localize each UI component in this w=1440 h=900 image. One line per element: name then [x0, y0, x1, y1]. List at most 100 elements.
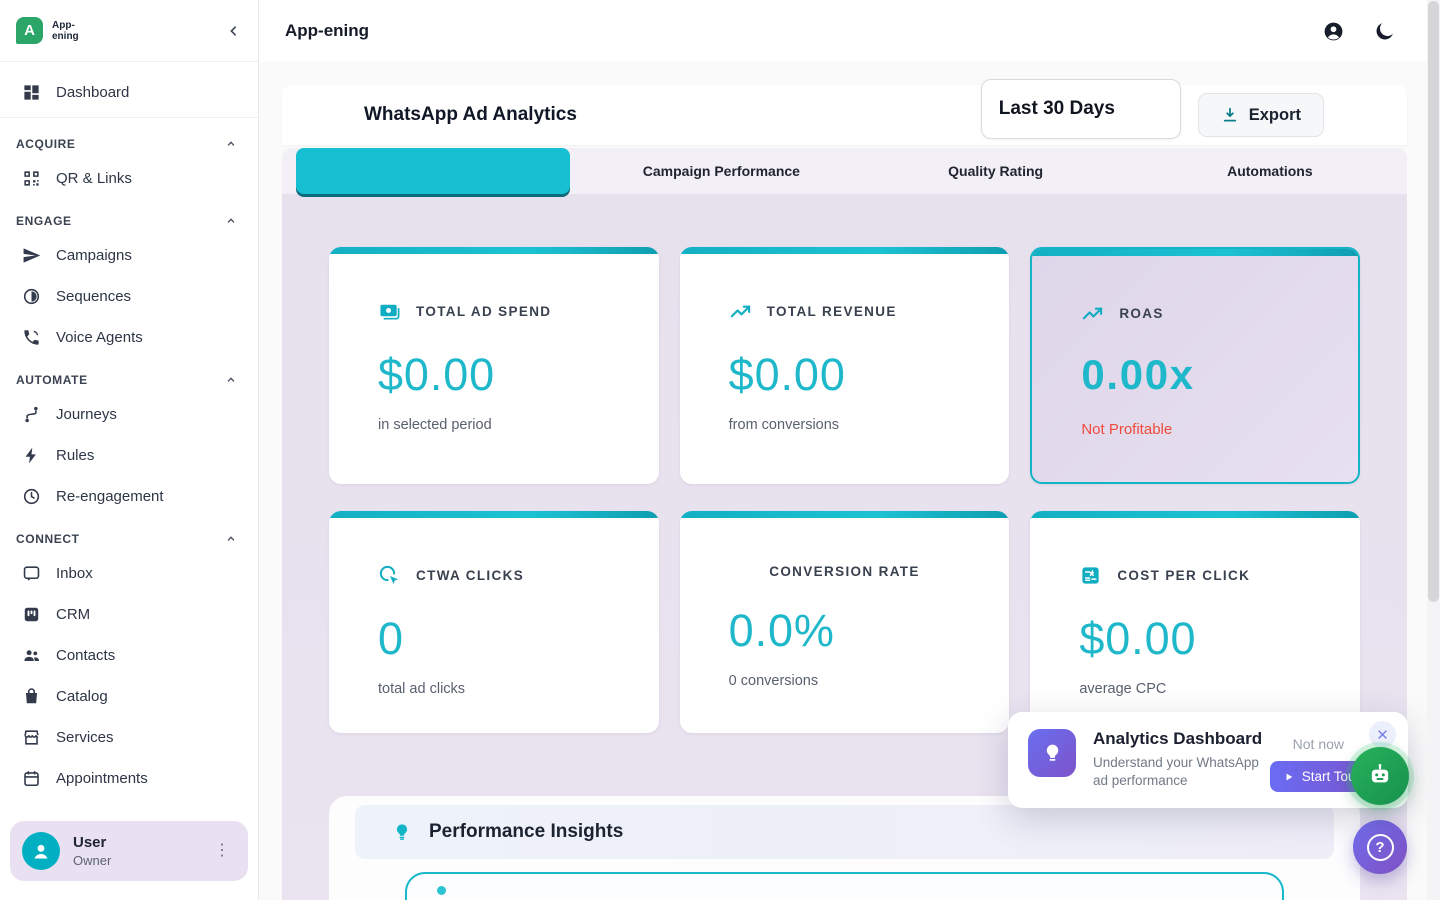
card-total-ad-spend: TOTAL AD SPEND $0.00 in selected period [329, 247, 659, 484]
sidebar-item-inbox[interactable]: Inbox [0, 553, 258, 594]
people-icon [24, 650, 39, 662]
calendar-icon [24, 771, 39, 787]
date-range-value: Last 30 Days [998, 98, 1115, 119]
sidebar-item-label: QR & Links [56, 170, 132, 187]
content: WhatsApp Ad Analytics Last 30 Days Expor… [259, 62, 1440, 900]
chevron-up-icon [227, 141, 235, 146]
sidebar-item-dashboard[interactable]: Dashboard [0, 68, 258, 118]
card-label: CTWA CLICKS [416, 568, 525, 583]
sidebar-item-journeys[interactable]: Journeys [0, 394, 258, 435]
sidebar-item-sequences[interactable]: Sequences [0, 276, 258, 317]
route-icon [25, 406, 38, 423]
page-scrollbar-track [1427, 0, 1440, 900]
help-fab-button[interactable]: ? [1353, 820, 1407, 874]
sidebar-item-qr-links[interactable]: QR & Links [0, 158, 258, 199]
card-value: 0.00x [1081, 351, 1195, 398]
bolt-icon [25, 447, 36, 464]
topbar: App-ening [259, 0, 1440, 62]
card-ctwa-clicks: CTWA CLICKS 0 total ad clicks [329, 511, 659, 733]
user-card[interactable]: User Owner ⋮ [10, 821, 248, 881]
app-logo: A App-ening [16, 17, 88, 44]
sidebar-item-appointments[interactable]: Appointments [0, 758, 258, 799]
sidebar-header: A App-ening [0, 0, 258, 62]
sidebar-item-label: Rules [56, 447, 95, 464]
card-value: 0.0% [728, 605, 835, 656]
card-label: COST PER CLICK [1117, 568, 1251, 583]
trending-up-icon [1083, 307, 1103, 320]
card-roas: ROAS 0.00x Not Profitable [1030, 247, 1360, 484]
popup-not-now-button[interactable]: Not now [1292, 736, 1344, 752]
card-subtitle: average CPC [1079, 681, 1167, 697]
sidebar-section-automate[interactable]: AUTOMATE [0, 358, 258, 394]
sidebar-item-label: Inbox [56, 565, 93, 582]
tab-campaign-performance[interactable]: Campaign Performance [642, 163, 800, 179]
user-menu-kebab-icon[interactable]: ⋮ [214, 842, 230, 859]
calculator-icon [1082, 567, 1099, 584]
sidebar-item-catalog[interactable]: Catalog [0, 676, 258, 717]
sidebar: A App-ening Dashboard ACQUIRE QR & Links [0, 0, 259, 900]
sidebar-item-campaigns[interactable]: Campaigns [0, 235, 258, 276]
active-tab-pill [296, 148, 571, 194]
card-label: TOTAL REVENUE [766, 304, 897, 319]
sidebar-item-voice-agents[interactable]: Voice Agents [0, 317, 258, 358]
sidebar-item-services[interactable]: Services [0, 717, 258, 758]
sidebar-item-re-engagement[interactable]: Re-engagement [0, 476, 258, 517]
user-role: Owner [73, 853, 112, 868]
section-title: CONNECT [16, 532, 80, 546]
chat-icon [23, 566, 40, 581]
sidebar-item-label: Appointments [56, 770, 148, 787]
sidebar-section-acquire[interactable]: ACQUIRE [0, 122, 258, 158]
phone-call-icon [24, 330, 39, 345]
dark-mode-moon-icon[interactable] [1373, 20, 1396, 43]
sidebar-section-connect[interactable]: CONNECT [0, 517, 258, 553]
card-subtitle: from conversions [728, 417, 840, 433]
kanban-icon [24, 607, 39, 622]
card-label: ROAS [1119, 306, 1164, 321]
card-subtitle: total ad clicks [378, 681, 466, 697]
stat-cards-grid: TOTAL AD SPEND $0.00 in selected period … [329, 247, 1360, 733]
sidebar-section-engage[interactable]: ENGAGE [0, 199, 258, 235]
analytics-controls: Last 30 Days Export [980, 79, 1324, 145]
popup-lightbulb-badge [1028, 729, 1076, 777]
app-logo-icon: A [16, 17, 43, 44]
sidebar-item-label: Catalog [56, 688, 108, 705]
card-conversion-rate: CONVERSION RATE 0.0% 0 conversions [679, 511, 1010, 733]
chevron-left-icon [230, 25, 237, 36]
sidebar-collapse-button[interactable] [226, 23, 242, 39]
card-value: $0.00 [1079, 613, 1197, 664]
sidebar-item-label: Voice Agents [56, 329, 143, 346]
tab-overview-active[interactable] [282, 148, 584, 194]
export-label: Export [1248, 105, 1301, 124]
send-icon [23, 248, 41, 263]
page-scrollbar-thumb[interactable] [1428, 1, 1439, 602]
sidebar-item-label: Journeys [56, 406, 117, 423]
sidebar-item-label: Re-engagement [56, 488, 164, 505]
user-avatar [22, 832, 60, 870]
chevron-up-icon [227, 377, 235, 382]
performance-insights-panel: Performance Insights [329, 796, 1360, 900]
lightbulb-icon [397, 824, 407, 840]
account-icon[interactable] [1322, 20, 1345, 43]
tab-automations[interactable]: Automations [1227, 163, 1313, 179]
sidebar-item-rules[interactable]: Rules [0, 435, 258, 476]
card-label: TOTAL AD SPEND [416, 304, 552, 319]
popup-description: Understand your WhatsApp ad performance [1093, 755, 1259, 789]
popup-close-icon[interactable]: ✕ [1369, 721, 1396, 748]
chatbot-fab-button[interactable] [1351, 747, 1409, 805]
question-mark-icon: ? [1366, 833, 1394, 861]
date-range-select[interactable]: Last 30 Days [980, 79, 1181, 139]
analytics-tour-popup: Analytics Dashboard Understand your What… [1008, 712, 1408, 808]
sidebar-item-label: Campaigns [56, 247, 132, 264]
section-title: ENGAGE [16, 214, 72, 228]
topbar-app-title: App-ening [285, 21, 370, 40]
export-button[interactable]: Export [1197, 93, 1324, 137]
sidebar-item-contacts[interactable]: Contacts [0, 635, 258, 676]
sidebar-item-crm[interactable]: CRM [0, 594, 258, 635]
tab-quality-rating[interactable]: Quality Rating [948, 163, 1044, 179]
play-icon [1286, 773, 1293, 780]
card-value: $0.00 [728, 349, 846, 400]
popup-text: Analytics Dashboard Understand your What… [1093, 729, 1273, 791]
clock-icon [23, 488, 40, 505]
insight-bullet-dot [437, 886, 446, 895]
